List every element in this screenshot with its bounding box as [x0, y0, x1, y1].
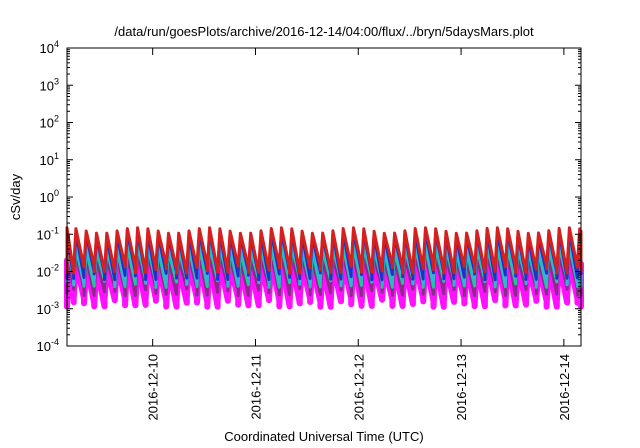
- x-tick-label: 2016-12-11: [248, 354, 263, 420]
- x-tick-label: 2016-12-10: [146, 354, 161, 421]
- y-tick-label: 10-1: [37, 225, 59, 242]
- x-tick-label: 2016-12-13: [454, 354, 469, 421]
- y-tick-label: 10-2: [37, 263, 59, 280]
- y-tick-label: 104: [40, 39, 59, 56]
- y-tick-label: 101: [40, 151, 59, 168]
- series-line: [65, 226, 583, 275]
- chart-title: /data/run/goesPlots/archive/2016-12-14/0…: [114, 24, 534, 39]
- x-tick-label: 2016-12-14: [557, 354, 572, 421]
- y-tick-label: 100: [40, 188, 59, 205]
- y-tick-label: 103: [40, 76, 59, 93]
- y-tick-label: 102: [40, 114, 59, 131]
- y-tick-label: 10-3: [37, 300, 59, 317]
- series-layer: [64, 226, 584, 310]
- y-axis: 10-4 10-3 10-2 10-1 100 101 102 103 104: [37, 39, 581, 354]
- x-tick-label: 2016-12-12: [351, 354, 366, 421]
- x-axis: 2016-12-10 2016-12-11 2016-12-12 2016-12-13…: [146, 48, 572, 421]
- y-axis-label: cSv/day: [8, 173, 23, 220]
- y-tick-label: 10-4: [37, 337, 59, 354]
- x-axis-label: Coordinated Universal Time (UTC): [224, 429, 423, 444]
